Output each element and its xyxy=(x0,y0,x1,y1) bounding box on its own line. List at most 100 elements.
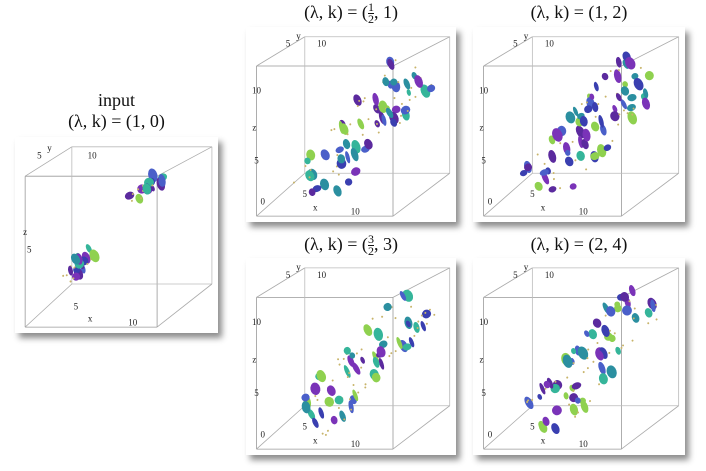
isosurface-blob xyxy=(420,321,427,332)
isosurface-blob xyxy=(314,395,317,398)
isosurface-blob xyxy=(644,308,653,318)
isosurface-blob xyxy=(399,290,407,301)
axis-label: 10 xyxy=(545,270,555,280)
isosurface-blob xyxy=(371,372,381,383)
isosurface-blob xyxy=(68,265,74,276)
isosurface-blob xyxy=(306,149,316,161)
cube-edge xyxy=(392,405,450,450)
isosurface-blob xyxy=(350,408,353,411)
isosurface-blob xyxy=(601,324,610,337)
isosurface-blob xyxy=(427,84,436,93)
isosurface-blob xyxy=(377,131,380,134)
caption-text: (λ, k) = (2, 4) xyxy=(530,234,628,254)
isosurface-blob xyxy=(372,357,380,368)
isosurface-blob xyxy=(72,277,75,280)
isosurface-blob xyxy=(413,334,416,337)
isosurface-blob xyxy=(543,380,551,389)
isosurface-blob xyxy=(539,169,549,176)
isosurface-blob xyxy=(548,150,557,163)
caption-line: (λ, k) = (1 2, 1) xyxy=(246,1,456,25)
isosurface-blob xyxy=(361,133,364,136)
axis-label: 5 xyxy=(513,39,518,49)
isosurface-blob xyxy=(346,376,349,379)
axis-label: 10 xyxy=(479,317,489,327)
isosurface-blob xyxy=(301,400,311,414)
isosurface-blob xyxy=(601,72,609,81)
isosurface-blob xyxy=(393,97,396,100)
isosurface-blob xyxy=(343,346,351,355)
isosurface-blob xyxy=(598,383,601,386)
isosurface-blob xyxy=(400,102,403,105)
isosurface-blob xyxy=(89,249,100,263)
isosurface-blob xyxy=(542,416,550,426)
axis-label: x xyxy=(313,435,318,445)
isosurface-blob xyxy=(655,318,658,321)
isosurface-blob xyxy=(330,415,338,425)
caption: input (λ, k) = (1, 0) xyxy=(15,90,218,132)
caption: (λ, k) = (1 2, 1) xyxy=(246,1,456,25)
isosurface-blob xyxy=(579,397,586,405)
isosurface-blob xyxy=(405,320,411,328)
axis-label: z xyxy=(479,355,483,365)
plot-panel: 5 y 10 10 z 5 0 5 x 10 xyxy=(473,258,685,455)
isosurface-blob xyxy=(62,274,65,277)
isosurface-blob xyxy=(565,149,571,156)
caption-text: (λ, k) = (1, 2) xyxy=(530,2,628,22)
isosurface-blob xyxy=(326,429,329,432)
isosurface-blob xyxy=(304,157,311,165)
isosurface-blob xyxy=(388,355,391,358)
axis-label: y xyxy=(296,31,301,41)
axis-label: x xyxy=(313,202,318,212)
isosurface-blob xyxy=(308,176,311,179)
isosurface-blob xyxy=(584,105,593,114)
isosurface-blob xyxy=(551,423,560,435)
isosurface-blob xyxy=(633,307,636,310)
isosurface-blob xyxy=(574,159,577,162)
isosurface-blob xyxy=(400,105,411,115)
isosurface-blob xyxy=(158,176,166,187)
isosurface-blob xyxy=(537,394,543,400)
isosurface-blob xyxy=(622,109,625,112)
isosurface-blob xyxy=(610,111,620,122)
cube-edge xyxy=(256,36,306,67)
isosurface-blob xyxy=(142,183,152,195)
axis-label: x xyxy=(541,202,546,212)
isosurface-blob xyxy=(562,354,573,368)
isosurface-blob xyxy=(577,346,589,360)
isosurface-blob xyxy=(574,397,581,404)
isosurface-blob xyxy=(353,94,362,106)
isosurface-blob xyxy=(383,302,392,311)
isosurface-blob xyxy=(65,274,68,277)
isosurface-blob xyxy=(571,140,574,143)
isosurface-blob xyxy=(632,317,635,320)
isosurface-blob xyxy=(433,313,436,316)
isosurface-blob xyxy=(304,165,307,168)
caption-line: (λ, k) = (2, 4) xyxy=(473,234,685,255)
isosurface-blob xyxy=(343,418,346,421)
axis-label: 5 xyxy=(513,270,518,280)
isosurface-blob xyxy=(606,306,616,317)
isosurface-blob xyxy=(373,327,383,341)
isosurface-blob xyxy=(364,386,367,389)
isosurface-blob xyxy=(592,360,595,363)
isosurface-blob xyxy=(626,112,629,115)
isosurface-blob xyxy=(591,121,600,132)
isosurface-blob xyxy=(615,93,622,102)
isosurface-blob xyxy=(400,114,403,117)
axis-label: 5 xyxy=(27,245,32,255)
isosurface-blob xyxy=(582,371,585,374)
isosurface-blob xyxy=(372,92,379,106)
isosurface-blob xyxy=(320,149,330,161)
isosurface-blob xyxy=(357,118,365,130)
isosurface-blob xyxy=(350,147,359,162)
isosurface-blob xyxy=(414,66,417,69)
isosurface-blob xyxy=(424,311,427,314)
isosurface-blob xyxy=(546,377,554,389)
isosurface-blob xyxy=(552,178,555,181)
isosurface-blob xyxy=(362,100,365,103)
isosurface-blob xyxy=(387,58,395,70)
isosurface-blob xyxy=(344,178,353,186)
cube-edge xyxy=(392,172,450,217)
isosurface-blob xyxy=(357,391,360,394)
